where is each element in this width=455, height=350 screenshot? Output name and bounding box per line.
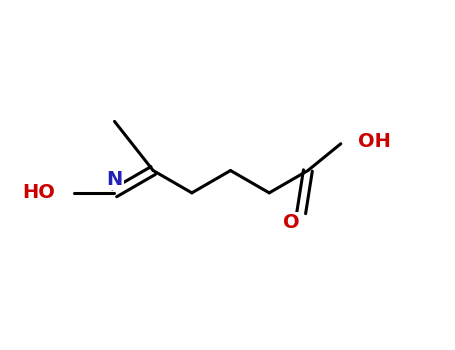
Text: O: O [283,213,300,232]
Text: OH: OH [358,132,391,151]
Text: HO: HO [23,183,56,202]
Text: N: N [106,170,122,189]
